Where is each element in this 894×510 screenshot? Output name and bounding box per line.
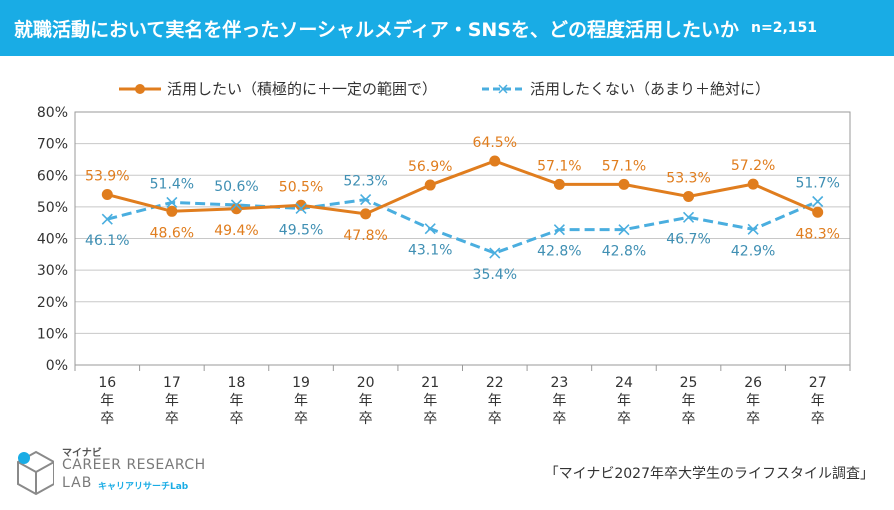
series-1-point [618,178,630,190]
series-2-data-label: 43.1% [408,243,452,259]
logo-line2: LAB [62,475,93,491]
y-tick-label: 0% [46,358,68,374]
logo-sub: キャリアリサーチLab [98,482,189,492]
series-2-data-label: 49.5% [279,222,323,238]
series-2-point [489,247,501,259]
x-tick-label: 24 年卒 [615,375,633,427]
series-1-data-label: 53.3% [666,170,710,186]
x-tick-label: 20 年卒 [357,375,375,427]
x-tick-label: 19 年卒 [292,375,310,427]
series-2-point [360,194,372,206]
y-tick-label: 60% [37,168,68,184]
series-1-point [295,199,307,211]
logo-brand: マイナビ [62,448,102,459]
series-2-data-label: 42.9% [731,243,775,259]
chart-title: 就職活動において実名を伴ったソーシャルメディア・SNSを、どの程度活用したいか [14,18,739,41]
sample-size: n=2,151 [751,20,817,36]
series-line-1 [106,159,819,216]
series-2-data-label: 42.8% [602,244,646,260]
series-1-data-label: 57.2% [731,158,775,174]
series-2-data-label: 51.7% [795,175,839,191]
legend-label-series1: 活用したい（積極的に＋一定の範囲で） [167,80,438,98]
series-2-point [812,195,824,208]
legend-swatch-line-circle-icon [119,83,161,94]
cube-logo-icon [17,450,54,496]
series-1-data-label: 57.1% [602,158,646,174]
y-tick-label: 70% [37,137,68,153]
x-tick-label: 22 年卒 [486,375,504,427]
title-bar: 就職活動において実名を伴ったソーシャルメディア・SNSを、どの程度活用したいか … [0,0,894,56]
series-2-point [295,202,307,215]
legend: 活用したい（積極的に＋一定の範囲で） 活用したくない（あまり＋絶対に） [0,78,894,100]
series-1-point [101,189,113,201]
series-2-data-label: 51.4% [150,176,194,192]
series-1-data-label: 49.4% [214,223,258,239]
series-1-data-label: 64.5% [473,135,517,151]
series-1-point [553,178,565,190]
series-1-point [166,205,178,217]
y-tick-label: 10% [37,326,68,342]
y-tick-label: 80% [37,105,68,121]
series-2-point [682,211,695,223]
line-chart: 0% 10% 20% 30% 40% 50% 60% 70% 80% 16 年卒 17 年卒 18 年卒 19… [37,105,851,427]
series-1-point [360,208,372,220]
series-2-data-label: 50.6% [214,179,258,195]
series-2-point [101,213,113,225]
series-1-data-label: 48.6% [150,225,194,241]
x-tick-label: 23 年卒 [550,375,568,427]
series-1-data-label: 53.9% [85,169,129,185]
series-2-data-label: 46.1% [85,233,129,249]
x-tick-label: 16 年卒 [98,375,116,427]
series-1-point [489,155,501,167]
series-1-data-label: 50.5% [279,179,323,195]
series-2-data-label: 46.7% [666,231,710,247]
series-1-point [747,178,759,190]
y-tick-label: 50% [37,200,68,216]
series-1-data-label: 56.9% [408,159,452,175]
series-2-data-label: 35.4% [473,267,517,283]
series-line-2 [106,198,819,255]
series-2-point [618,224,630,236]
x-tick-label: 21 年卒 [421,375,439,427]
y-tick-label: 40% [37,232,68,248]
series-1-point [230,203,242,215]
legend-item-series1: 活用したい（積極的に＋一定の範囲で） [117,78,437,99]
series-2-point [230,199,243,211]
series-2-point [747,223,759,235]
source-note: 「マイナビ2027年卒大学生のライフスタイル調査」 [544,466,874,482]
series-2-data-label: 42.8% [537,244,581,260]
series-1-point [424,179,436,191]
legend-label-series2: 活用したくない（あまり＋絶対に） [530,80,771,98]
series-1-data-label: 57.1% [537,158,581,174]
series-1-point [812,206,824,218]
series-2-data-label: 52.3% [343,174,387,190]
x-tick-label: 18 年卒 [228,375,246,427]
x-tick-label: 26 年卒 [744,375,762,427]
x-tick-label: 25 年卒 [680,375,698,427]
y-tick-label: 20% [37,295,68,311]
series-2-point [166,196,178,209]
series-2-point [553,224,565,236]
series-1-point [683,190,695,202]
series-1-data-label: 48.3% [795,226,839,242]
logo-line1: CAREER RESEARCH [62,457,206,473]
x-tick-label: 17 年卒 [163,375,181,427]
series-1-data-label: 47.8% [343,228,387,244]
legend-item-series2: 活用したくない（あまり＋絶対に） [480,78,770,99]
series-2-point [424,223,436,235]
y-tick-label: 30% [37,263,68,279]
legend-swatch-dashed-x-icon [482,83,524,94]
x-tick-label: 27 年卒 [809,375,827,427]
career-research-lab-logo: マイナビ CAREER RESEARCH LAB キャリアリサーチLab [14,444,206,500]
